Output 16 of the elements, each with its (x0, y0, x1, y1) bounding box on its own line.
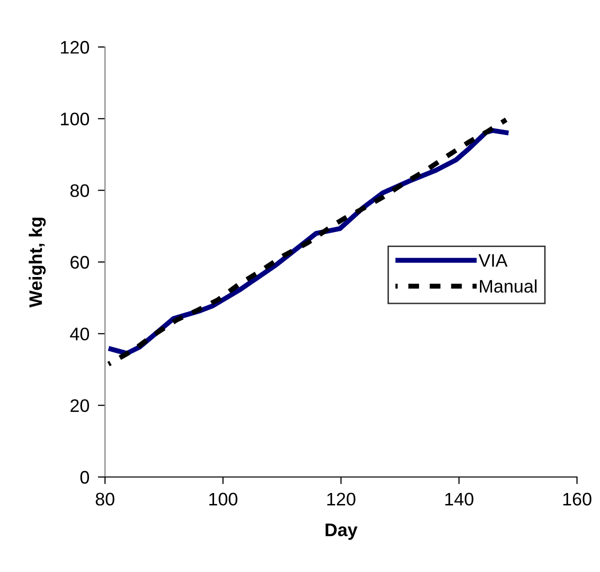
x-tick-label: 120 (327, 492, 356, 506)
x-tick-label: 80 (96, 492, 114, 506)
legend-label: VIA (478, 254, 508, 267)
y-axis-title: Weight, kg (28, 218, 46, 308)
y-tick-label: 20 (70, 399, 90, 412)
legend-label: Manual (480, 279, 536, 293)
y-tick-label: 120 (60, 40, 90, 54)
y-tick-label: 40 (70, 328, 90, 340)
x-tick-label: 100 (209, 492, 238, 506)
y-tick-label: 0 (80, 470, 90, 484)
y-tick-label: 80 (70, 184, 90, 198)
y-tick-label: 60 (70, 256, 90, 269)
x-tick-label: 160 (563, 492, 592, 506)
x-tick-label: 140 (445, 492, 474, 506)
y-tick-label: 100 (60, 112, 90, 126)
x-axis-title: Day (326, 524, 358, 540)
